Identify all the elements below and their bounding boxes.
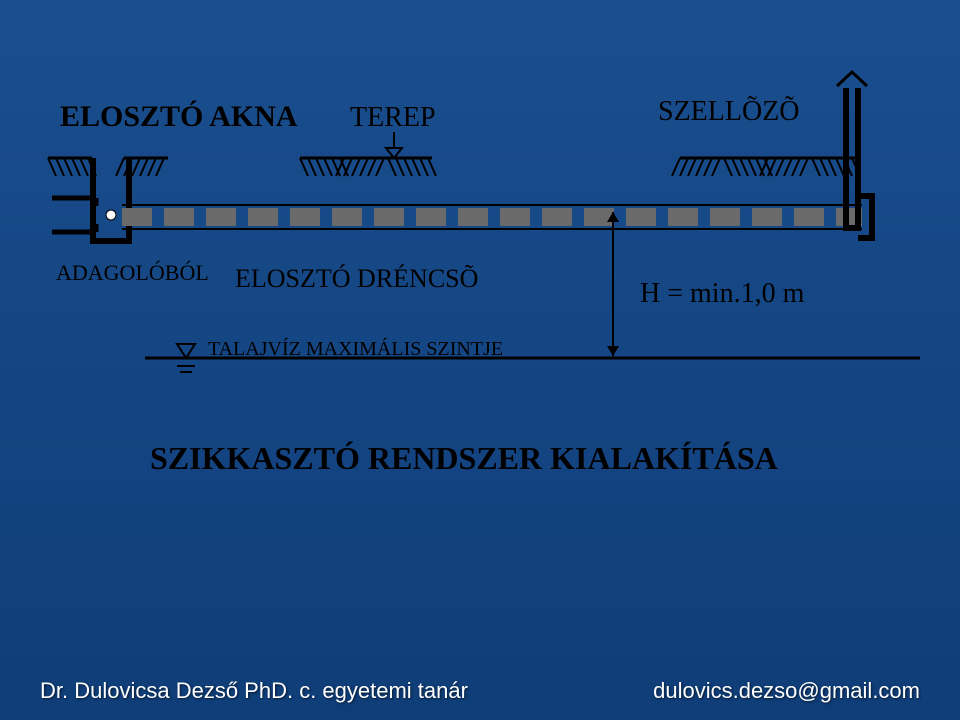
footer-author: Dr. Dulovicsa Dezső PhD. c. egyetemi tan… <box>40 678 468 704</box>
label-talajviz: TALAJVÍZ MAXIMÁLIS SZINTJE <box>208 338 503 361</box>
label-adagolobol: ADAGOLÓBÓL <box>56 260 209 286</box>
label-drencso: ELOSZTÓ DRÉNCSÕ <box>235 264 478 294</box>
label-terep: TEREP <box>350 102 436 134</box>
label-szellozo: SZELLÕZÕ <box>658 96 800 128</box>
slide-footer: Dr. Dulovicsa Dezső PhD. c. egyetemi tan… <box>0 678 960 704</box>
footer-email: dulovics.dezso@gmail.com <box>653 678 920 704</box>
slide-stage: ELOSZTÓ AKNA TEREP SZELLÕZÕ ADAGOLÓBÓL E… <box>0 0 960 720</box>
label-hmin: H = min.1,0 m <box>640 278 804 310</box>
label-eloszto-akna: ELOSZTÓ AKNA <box>60 100 298 134</box>
slide-title: SZIKKASZTÓ RENDSZER KIALAKÍTÁSA <box>150 440 778 477</box>
